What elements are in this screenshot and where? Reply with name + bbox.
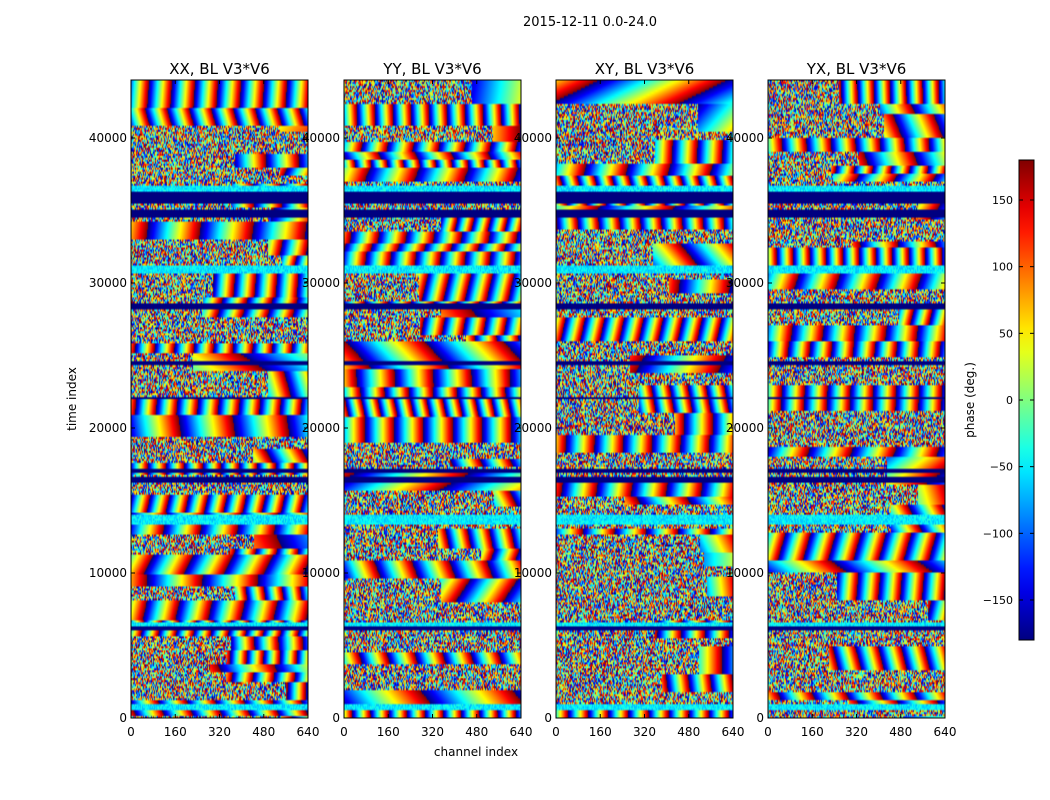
colorbar-tick-label: 50 bbox=[999, 327, 1013, 340]
x-tick-label: 640 bbox=[934, 725, 957, 739]
colorbar-tick-label: −50 bbox=[990, 461, 1013, 474]
panel-1: XX, BL V3*V6 0 160 320 480 640 0 10000 20000 3000… bbox=[89, 60, 320, 739]
y-tick-label: 40000 bbox=[302, 131, 340, 145]
colorbar-tick-label: 150 bbox=[992, 194, 1013, 207]
panel-3: XY, BL V3*V6 0 160 320 480 640 0 10000 20000 3000… bbox=[514, 60, 745, 739]
y-tick-label: 40000 bbox=[726, 131, 764, 145]
x-tick-label: 0 bbox=[127, 725, 135, 739]
y-axis-label: time index bbox=[65, 367, 79, 431]
y-tick-label: 20000 bbox=[726, 421, 764, 435]
y-tick-label: 40000 bbox=[89, 131, 127, 145]
x-tick-label: 480 bbox=[677, 725, 700, 739]
phase-heatmap bbox=[344, 80, 521, 718]
panel-title: YX, BL V3*V6 bbox=[806, 60, 907, 78]
panel-title: XY, BL V3*V6 bbox=[595, 60, 695, 78]
x-tick-label: 160 bbox=[377, 725, 400, 739]
colorbar-label: phase (deg.) bbox=[963, 362, 977, 438]
x-tick-label: 640 bbox=[297, 725, 320, 739]
x-axis-label: channel index bbox=[434, 745, 518, 759]
y-tick-label: 20000 bbox=[514, 421, 552, 435]
panel-title: YY, BL V3*V6 bbox=[382, 60, 481, 78]
figure-suptitle: 2015-12-11 0.0-24.0 bbox=[523, 15, 657, 30]
x-tick-label: 0 bbox=[764, 725, 772, 739]
phase-heatmap bbox=[131, 80, 308, 718]
colorbar-tick-label: −100 bbox=[983, 527, 1013, 540]
y-tick-label: 0 bbox=[756, 711, 764, 725]
y-tick-label: 10000 bbox=[89, 566, 127, 580]
x-tick-label: 320 bbox=[845, 725, 868, 739]
y-tick-label: 0 bbox=[332, 711, 340, 725]
y-tick-label: 20000 bbox=[302, 421, 340, 435]
x-tick-label: 0 bbox=[340, 725, 348, 739]
x-tick-label: 0 bbox=[552, 725, 560, 739]
phase-heatmap bbox=[556, 80, 733, 718]
y-tick-label: 30000 bbox=[726, 276, 764, 290]
y-tick-label: 10000 bbox=[726, 566, 764, 580]
colorbar-tick-label: 100 bbox=[992, 261, 1013, 274]
y-tick-label: 30000 bbox=[514, 276, 552, 290]
colorbar-tick-label: 0 bbox=[1006, 394, 1013, 407]
x-tick-label: 320 bbox=[421, 725, 444, 739]
y-tick-label: 0 bbox=[544, 711, 552, 725]
panel-4: YX, BL V3*V6 0 160 320 480 640 0 10000 20000 3000… bbox=[726, 60, 957, 739]
colorbar-tick-label: −150 bbox=[983, 594, 1013, 607]
y-tick-label: 40000 bbox=[514, 131, 552, 145]
x-tick-label: 480 bbox=[889, 725, 912, 739]
y-tick-label: 10000 bbox=[514, 566, 552, 580]
x-tick-label: 640 bbox=[722, 725, 745, 739]
x-tick-label: 320 bbox=[633, 725, 656, 739]
y-tick-label: 30000 bbox=[302, 276, 340, 290]
panel-title: XX, BL V3*V6 bbox=[169, 60, 270, 78]
panel-2: YY, BL V3*V6 0 160 320 480 640 0 10000 20000 3000… bbox=[302, 60, 533, 739]
y-tick-label: 30000 bbox=[89, 276, 127, 290]
x-tick-label: 640 bbox=[510, 725, 533, 739]
x-tick-label: 320 bbox=[208, 725, 231, 739]
x-tick-label: 480 bbox=[465, 725, 488, 739]
y-tick-label: 0 bbox=[119, 711, 127, 725]
x-tick-label: 480 bbox=[252, 725, 275, 739]
phase-heatmap bbox=[768, 80, 945, 718]
y-tick-label: 10000 bbox=[302, 566, 340, 580]
x-tick-label: 160 bbox=[801, 725, 824, 739]
x-tick-label: 160 bbox=[589, 725, 612, 739]
x-tick-label: 160 bbox=[164, 725, 187, 739]
y-tick-label: 20000 bbox=[89, 421, 127, 435]
